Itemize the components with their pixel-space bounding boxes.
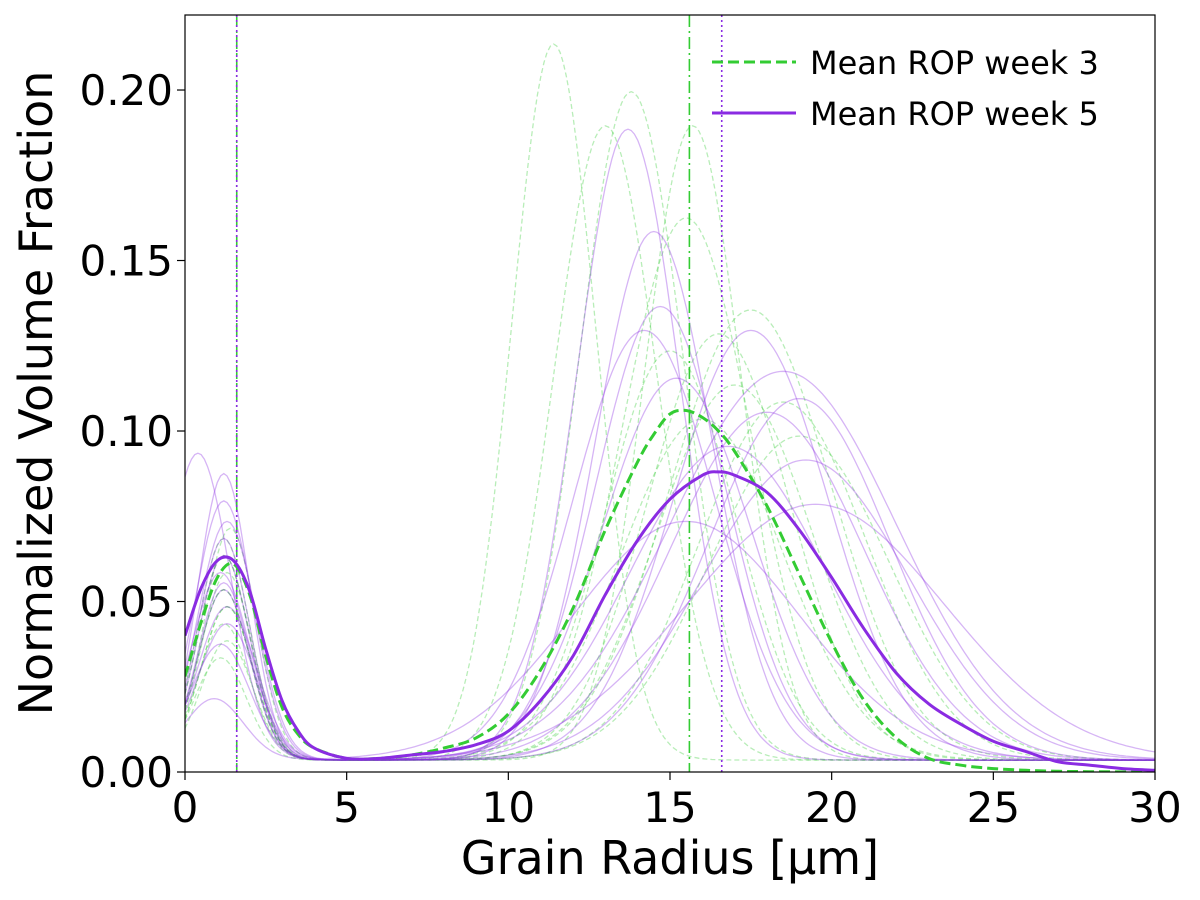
week5-sample-curve-8 — [185, 459, 1155, 761]
week3-sample-curve-10 — [185, 350, 1155, 761]
x-axis-label: Grain Radius [μm] — [461, 831, 879, 885]
y-tick-label-1: 0.05 — [79, 578, 173, 627]
reference-lines — [235, 15, 723, 772]
x-tick-label-30: 30 — [1128, 783, 1181, 832]
week3-sample-curve-1 — [185, 43, 1155, 761]
x-tick-label-25: 25 — [967, 783, 1020, 832]
y-axis-label: Normalized Volume Fraction — [9, 71, 63, 716]
legend: Mean ROP week 3 Mean ROP week 5 — [712, 44, 1099, 133]
y-tick-label-4: 0.20 — [79, 66, 173, 115]
week5-sample-curve-4 — [185, 305, 1155, 761]
individual-sample-curves — [185, 43, 1155, 761]
mean-week5-line — [185, 470, 1155, 772]
week3-sample-curve-3 — [185, 90, 1155, 761]
week3-sample-curve-12 — [185, 435, 1155, 761]
x-tick-label-10: 10 — [482, 783, 535, 832]
legend-label-week3: Mean ROP week 3 — [810, 44, 1099, 82]
week3-sample-curve-7 — [185, 309, 1155, 761]
x-tick-label-15: 15 — [643, 783, 696, 832]
week3-sample-curve-11 — [185, 418, 1155, 761]
y-tick-label-0: 0.00 — [79, 748, 173, 797]
week5-sample-curve-3 — [185, 230, 1155, 761]
y-tick-label-2: 0.10 — [79, 407, 173, 456]
week3-sample-curve-2 — [185, 125, 1155, 761]
week3-sample-curve-9 — [185, 401, 1155, 761]
axis-ticks: 0 5 10 15 20 25 30 0.00 0.05 0.10 0.15 0.20 — [79, 66, 1181, 832]
x-tick-label-0: 0 — [172, 783, 199, 832]
mean-curves — [185, 408, 1155, 772]
mean-week3-line — [185, 408, 1155, 772]
week5-sample-curve-7 — [185, 397, 1155, 761]
y-tick-label-3: 0.15 — [79, 237, 173, 286]
legend-label-week5: Mean ROP week 5 — [810, 95, 1099, 133]
week3-sample-curve-8 — [185, 384, 1155, 761]
week3-sample-curve-6 — [185, 333, 1155, 761]
x-tick-label-5: 5 — [333, 783, 360, 832]
week5-sample-curve-5 — [185, 329, 1155, 761]
week5-sample-curve-12 — [185, 411, 1155, 761]
week3-sample-curve-5 — [185, 217, 1155, 761]
week3-sample-curve-4 — [185, 125, 1155, 761]
week5-sample-curve-6 — [185, 329, 1155, 761]
week5-sample-curve-11 — [185, 377, 1155, 761]
week5-sample-curve-2 — [185, 128, 1155, 761]
x-tick-label-20: 20 — [805, 783, 858, 832]
